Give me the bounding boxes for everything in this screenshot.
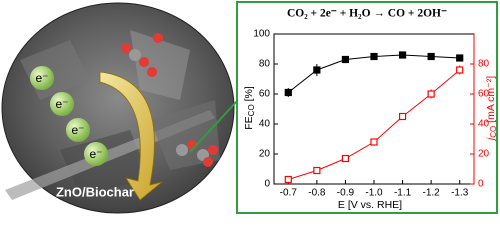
x-tick-label: -0.7	[280, 188, 298, 199]
marker	[456, 54, 464, 62]
marker	[341, 55, 350, 64]
x-axis-label: E [V vs. RHE]	[338, 199, 402, 211]
chart-title: CO₂ + 2e⁻ + H₂O → CO + 2OH⁻	[287, 8, 447, 20]
marker	[341, 154, 350, 163]
x-tick-label: -1.1	[394, 188, 412, 199]
y-tick-label: 20	[259, 149, 271, 160]
x-tick-label: -0.9	[337, 188, 355, 199]
y2-tick-label: 40	[478, 119, 490, 130]
arrow	[99, 71, 163, 201]
marker	[370, 138, 378, 146]
y-tick-label: 0	[264, 179, 270, 190]
marker	[398, 112, 407, 121]
marker	[427, 52, 435, 61]
y2-tick-label: 60	[478, 89, 490, 100]
x-tick-label: -1.3	[451, 188, 469, 199]
electrons: e⁻ e⁻ e⁻ e⁻	[30, 66, 108, 166]
y-label-main: FE	[243, 116, 255, 129]
marker	[284, 175, 292, 184]
electron-label: e⁻	[89, 147, 102, 161]
y-tick-label: 100	[253, 29, 270, 40]
material-label: ZnO/Biochar	[56, 184, 134, 199]
y2-tick-label: 0	[478, 179, 484, 190]
electron-label: e⁻	[35, 71, 48, 85]
marker	[370, 52, 378, 61]
y-label-sub: CO	[247, 104, 256, 116]
y-label-unit: [%]	[243, 86, 255, 104]
marker	[427, 90, 435, 98]
connector	[189, 99, 239, 153]
marker	[284, 88, 292, 97]
y-tick-label: 80	[259, 59, 271, 70]
marker	[398, 51, 407, 59]
plot: 0 20 40 60 80 100 0 20 40 60 80 -0.7 -0.8 -0.9 -1.0 -1.…	[253, 29, 489, 199]
marker	[313, 166, 321, 175]
electron-label: e⁻	[71, 123, 84, 137]
y-axis-label: FECO [%]	[243, 86, 256, 130]
y-tick-label: 60	[259, 89, 271, 100]
electron-label: e⁻	[55, 97, 68, 111]
x-tick-label: -0.8	[308, 188, 326, 199]
y2-label-sub: CO	[489, 126, 498, 138]
marker	[313, 66, 321, 74]
y2-tick-label: 20	[478, 149, 490, 160]
graphical-abstract: e⁻ e⁻ e⁻ e⁻ ZnO/Biochar CO₂ + 2e⁻ + H₂O …	[1, 1, 498, 214]
chart-box	[236, 1, 498, 214]
y2-tick-label: 80	[478, 59, 490, 70]
x-tick-label: -1.2	[423, 188, 441, 199]
marker	[456, 66, 464, 74]
x-tick-label: -1.0	[365, 188, 383, 199]
molecules	[121, 33, 218, 167]
sem-image	[1, 2, 235, 214]
y2-label-main: j	[485, 137, 497, 142]
y2-label-unit: [mA cm⁻²]	[485, 76, 497, 126]
y-tick-label: 40	[259, 119, 271, 130]
y2-axis-label: jCO [mA cm⁻²]	[485, 76, 498, 142]
